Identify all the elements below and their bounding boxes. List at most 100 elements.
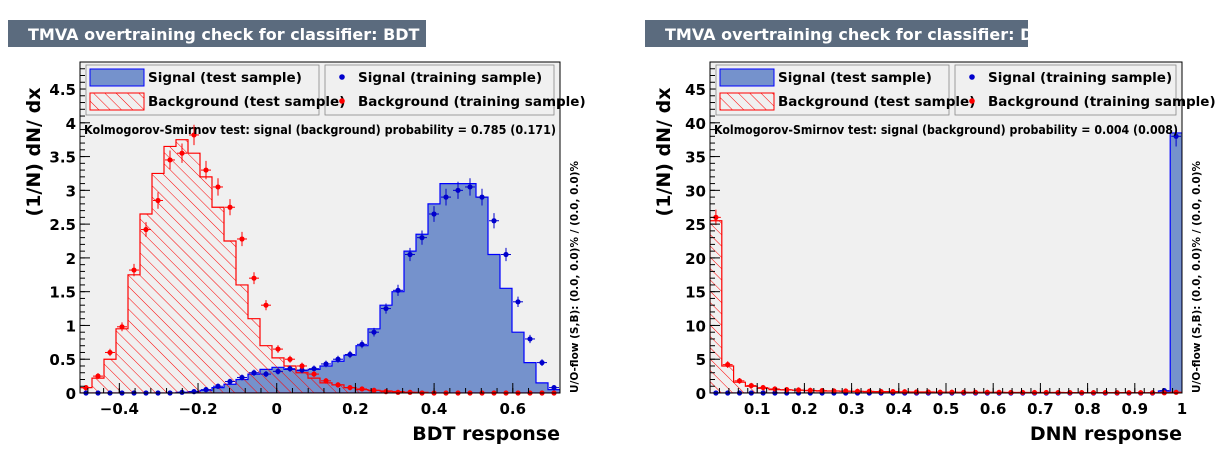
- bdt-background-training-point: [141, 222, 151, 237]
- dnn-background-training-point: [758, 384, 768, 391]
- bdt-signal-training-point: [309, 365, 319, 372]
- bdt-legend-signal-training: Signal (training sample): [358, 70, 542, 86]
- bdt-legend-right-box: [324, 64, 555, 116]
- bdt-x-tick-label: 0.2: [342, 400, 369, 418]
- dnn-y-tick-label: 40: [685, 115, 706, 133]
- bdt-title-bar: [8, 20, 426, 47]
- bdt-signal-training-point: [237, 374, 247, 381]
- bdt-signal-training-point: [549, 384, 559, 391]
- bdt-background-training-point: [273, 345, 283, 353]
- bdt-signal-training-point: [261, 371, 271, 378]
- bdt-background-training-point: [201, 160, 211, 180]
- bdt-x-tick-label: −0.2: [178, 400, 217, 418]
- bdt-background-training-point: [345, 384, 355, 391]
- bdt-signal-training-point: [321, 360, 331, 368]
- bdt-signal-training-point: [417, 230, 427, 245]
- dnn-y-axis-label: (1/N) dN/ dx: [653, 88, 675, 217]
- bdt-background-training-point: [93, 373, 103, 380]
- bdt-title: TMVA overtraining check for classifier: …: [28, 25, 420, 44]
- bdt-background-training-point: [261, 300, 271, 311]
- dnn-x-tick-label: 0.7: [1027, 400, 1054, 418]
- dnn-x-tick-label: 0.2: [791, 400, 818, 418]
- bdt-x-tick-label: 0.6: [499, 400, 526, 418]
- bdt-y-tick-label: 1.5: [49, 284, 76, 302]
- bdt-signal-training-point: [369, 327, 379, 337]
- bdt-background-training-point: [249, 272, 259, 285]
- bdt-background-training-point: [225, 199, 235, 216]
- dnn-x-tick-label: 1: [1177, 400, 1187, 418]
- bdt-background-training-point: [309, 371, 319, 378]
- bdt-background-training-point: [189, 124, 199, 146]
- bdt-signal-training-point: [201, 387, 211, 393]
- bdt-y-tick-label: 0.5: [49, 351, 76, 369]
- bdt-y-tick-label: 3.5: [49, 149, 76, 167]
- bdt-background-training-point: [129, 263, 139, 277]
- dnn-legend-background-training: Background (training sample): [988, 94, 1216, 110]
- bdt-signal-training-point: [453, 181, 463, 199]
- bdt-signal-training-point: [393, 284, 403, 296]
- dnn-y-tick-label: 5: [696, 351, 706, 369]
- dnn-legend-background-training-marker: [969, 98, 975, 104]
- dnn-x-tick-label: 0.8: [1074, 400, 1101, 418]
- bdt-signal-training-point: [465, 178, 475, 196]
- bdt-ks-test: Kolmogorov-Smirnov test: signal (backgro…: [84, 122, 556, 137]
- bdt-legend-background-training: Background (training sample): [358, 94, 586, 110]
- dnn-overflow-label: U/O-flow (S,B): (0.0, 0.0)% / (0.0, 0.0)…: [1190, 161, 1203, 393]
- dnn-y-tick-label: 20: [685, 250, 706, 268]
- dnn-background-training-point: [734, 377, 745, 384]
- bdt-y-tick-label: 2.5: [49, 216, 76, 234]
- bdt-signal-training-point: [405, 247, 415, 262]
- bdt-background-training-point: [285, 355, 295, 363]
- bdt-legend-signal-test-swatch: [89, 68, 145, 87]
- dnn-y-tick-label: 0: [696, 385, 706, 403]
- bdt-y-tick-label: 2: [66, 250, 76, 268]
- dnn-x-tick-label: 0.4: [886, 400, 913, 418]
- bdt-signal-training-point: [357, 340, 367, 349]
- dnn-background-training-point: [746, 382, 757, 389]
- bdt-signal-training-point: [381, 303, 391, 314]
- dnn-x-tick-label: 0.3: [838, 400, 865, 418]
- bdt-background-training-point: [153, 192, 163, 209]
- bdt-y-tick-label: 3: [66, 182, 76, 200]
- bdt-background-training-point: [321, 377, 331, 384]
- bdt-overflow-label: U/O-flow (S,B): (0.0, 0.0)% / (0.0, 0.0)…: [568, 161, 581, 393]
- bdt-signal-training-point: [285, 365, 295, 372]
- dnn-y-tick-label: 25: [685, 216, 706, 234]
- dnn-legend-background-test-swatch: [719, 92, 775, 111]
- dnn-legend-background-test: Background (test sample): [778, 94, 975, 110]
- dnn-background-training-point: [722, 361, 733, 368]
- bdt-signal-training-point: [525, 334, 535, 344]
- bdt-signal-training-point: [225, 378, 235, 385]
- dnn-signal-training-point: [1171, 126, 1181, 147]
- dnn-plot-frame: [710, 62, 1182, 393]
- bdt-signal-training-point: [441, 188, 451, 206]
- bdt-signal-training-point: [429, 206, 439, 222]
- bdt-background-training-point: [105, 348, 115, 357]
- bdt-background-training-point: [405, 389, 415, 395]
- dnn-legend-signal-training: Signal (training sample): [988, 70, 1172, 86]
- bdt-background-training-point: [177, 143, 187, 163]
- bdt-x-axis-label: BDT response: [412, 423, 560, 445]
- bdt-panel: TMVA overtraining check for classifier: …: [8, 20, 586, 445]
- bdt-y-tick-label: 4: [66, 115, 76, 133]
- bdt-signal-training-point: [213, 383, 223, 389]
- bdt-background-training-point: [165, 150, 175, 170]
- dnn-panel: TMVA overtraining check for classifier: …: [645, 20, 1216, 445]
- bdt-background-test-histogram: [80, 139, 560, 393]
- bdt-background-training-point: [393, 389, 403, 395]
- bdt-signal-training-point: [489, 213, 499, 229]
- bdt-signal-training-point: [513, 296, 523, 308]
- bdt-legend-signal-test: Signal (test sample): [148, 70, 302, 86]
- dnn-y-tick-label: 45: [685, 81, 706, 99]
- dnn-x-tick-label: 0.5: [933, 400, 960, 418]
- bdt-legend-background-training-marker: [339, 98, 345, 104]
- bdt-y-tick-label: 0: [66, 385, 76, 403]
- bdt-signal-training-point: [249, 369, 259, 376]
- bdt-background-training-point: [237, 231, 247, 247]
- bdt-signal-training-point: [345, 350, 355, 359]
- dnn-x-tick-label: 0.9: [1122, 400, 1149, 418]
- bdt-signal-training-point: [501, 247, 511, 262]
- bdt-background-training-point: [117, 322, 127, 332]
- bdt-y-tick-label: 1: [66, 317, 76, 335]
